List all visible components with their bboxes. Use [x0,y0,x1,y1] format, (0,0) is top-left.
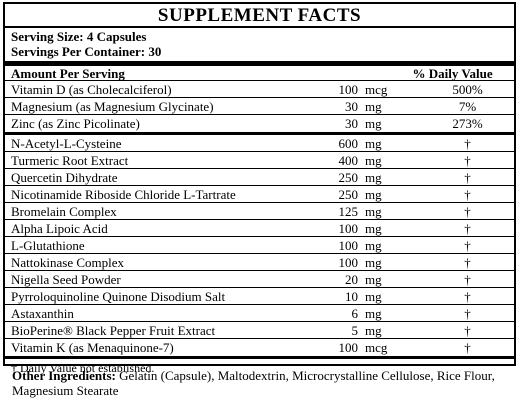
table-row: Nigella Seed Powder 20 mg † [5,271,514,288]
ingredient-name: Astaxanthin [11,305,74,321]
footnote-rule [5,356,514,359]
ingredient-name: Alpha Lipoic Acid [11,220,108,236]
ingredient-daily-value: † [464,169,471,185]
ingredient-unit: mg [365,169,382,185]
other-ingredients-label: Other Ingredients: [12,368,116,383]
ingredient-daily-value: 7% [458,98,477,114]
ingredient-daily-value: † [464,271,471,287]
ingredient-name: BioPerine® Black Pepper Fruit Extract [11,322,216,338]
table-row: BioPerine® Black Pepper Fruit Extract 5 mg… [5,322,514,339]
ingredient-daily-value: 500% [452,81,483,97]
supplement-facts-panel: SUPPLEMENT FACTS Serving Size: 4 Capsule… [3,2,516,375]
header-amount-per-serving: Amount Per Serving [11,65,125,81]
table-row: Alpha Lipoic Acid 100 mg † [5,220,514,237]
ingredient-amount: 600 [338,135,359,151]
table-row: L-Glutathione 100 mg † [5,237,514,254]
ingredient-daily-value: † [464,220,471,236]
footnote: † Daily Value not established. [11,361,155,375]
ingredient-unit: mg [365,237,382,253]
ingredient-unit: mg [365,203,382,219]
ingredient-daily-value: † [464,135,471,151]
other-ingredients: Other Ingredients: Gelatin (Capsule), Ma… [12,368,512,398]
other-ingredients-text: Gelatin (Capsule), Maltodextrin, Microcr… [12,368,495,398]
ingredient-unit: mg [365,271,382,287]
ingredient-daily-value: † [464,186,471,202]
section-rule [5,132,514,135]
ingredient-daily-value: † [464,322,471,338]
table-row: Pyrroloquinoline Quinone Disodium Salt 10… [5,288,514,305]
ingredient-name: Vitamin D (as Cholecalciferol) [11,81,172,97]
ingredient-amount: 5 [351,322,359,338]
ingredient-amount: 250 [338,169,359,185]
title-rule [5,26,514,28]
ingredient-daily-value: † [464,254,471,270]
ingredient-amount: 6 [351,305,359,321]
ingredient-daily-value: † [464,237,471,253]
thick-rule [5,61,514,66]
ingredient-unit: mg [365,254,382,270]
ingredient-name: Nattokinase Complex [11,254,125,270]
ingredient-name: Magnesium (as Magnesium Glycinate) [11,98,214,114]
ingredient-name: Pyrroloquinoline Quinone Disodium Salt [11,288,226,304]
table-row: Astaxanthin 6 mg † [5,305,514,322]
ingredient-daily-value: † [464,288,471,304]
ingredient-unit: mg [365,322,382,338]
table-row: N-Acetyl-L-Cysteine 600 mg † [5,135,514,152]
vitamin-rows: Vitamin D (as Cholecalciferol) 100 mcg 500%… [5,81,514,132]
header-daily-value: % Daily Value [412,65,493,81]
ingredient-unit: mg [365,135,382,151]
ingredient-daily-value: † [464,305,471,321]
table-row: Zinc (as Zinc Picolinate) 30 mg 273% [5,115,514,132]
ingredient-amount: 20 [345,271,358,287]
ingredient-amount: 30 [345,98,358,114]
ingredient-daily-value: 273% [452,116,483,131]
ingredient-unit: mg [365,152,382,168]
ingredient-unit: mg [365,116,382,131]
ingredient-unit: mg [365,186,382,202]
ingredient-daily-value: † [464,152,471,168]
ingredient-amount: 100 [338,220,359,236]
serving-size: Serving Size: 4 Capsules [11,29,147,44]
ingredient-name: L-Glutathione [11,237,85,253]
ingredient-name: Turmeric Root Extract [11,152,129,168]
ingredient-daily-value: † [464,340,471,355]
ingredient-name: Quercetin Dihydrate [11,169,118,185]
ingredient-name: Bromelain Complex [11,203,117,219]
ingredient-unit: mg [365,288,382,304]
table-row: Nicotinamide Riboside Chloride L-Tartrat… [5,186,514,203]
ingredient-unit: mg [365,305,382,321]
ingredient-amount: 30 [345,116,358,131]
ingredient-name: Nicotinamide Riboside Chloride L-Tartrat… [11,186,236,202]
table-row: Nattokinase Complex 100 mg † [5,254,514,271]
ingredient-rows: N-Acetyl-L-Cysteine 600 mg † Turmeric Root E… [5,135,514,356]
ingredient-name: Vitamin K (as Menaquinone-7) [11,340,174,355]
ingredient-amount: 100 [338,254,359,270]
ingredient-unit: mcg [365,340,388,355]
ingredient-name: Nigella Seed Powder [11,271,121,287]
servings-per-container: Servings Per Container: 30 [11,44,162,59]
ingredient-daily-value: † [464,203,471,219]
table-row: Quercetin Dihydrate 250 mg † [5,169,514,186]
ingredient-name: Zinc (as Zinc Picolinate) [11,116,140,131]
ingredient-amount: 125 [338,203,359,219]
ingredient-amount: 400 [338,152,359,168]
ingredient-amount: 10 [345,288,358,304]
ingredient-unit: mg [365,220,382,236]
table-row: Vitamin K (as Menaquinone-7) 100 mcg † [5,339,514,356]
table-header: Amount Per Serving % Daily Value [5,66,514,81]
table-row: Magnesium (as Magnesium Glycinate) 30 mg 7% [5,98,514,115]
ingredient-unit: mcg [365,81,388,97]
table-row: Bromelain Complex 125 mg † [5,203,514,220]
panel-title: SUPPLEMENT FACTS [157,5,362,26]
ingredient-name: N-Acetyl-L-Cysteine [11,135,122,151]
ingredient-amount: 100 [338,81,359,97]
ingredient-amount: 250 [338,186,359,202]
ingredient-unit: mg [365,98,382,114]
table-row: Turmeric Root Extract 400 mg † [5,152,514,169]
ingredient-amount: 100 [338,340,359,355]
table-row: Vitamin D (as Cholecalciferol) 100 mcg 500% [5,81,514,98]
ingredient-amount: 100 [338,237,359,253]
